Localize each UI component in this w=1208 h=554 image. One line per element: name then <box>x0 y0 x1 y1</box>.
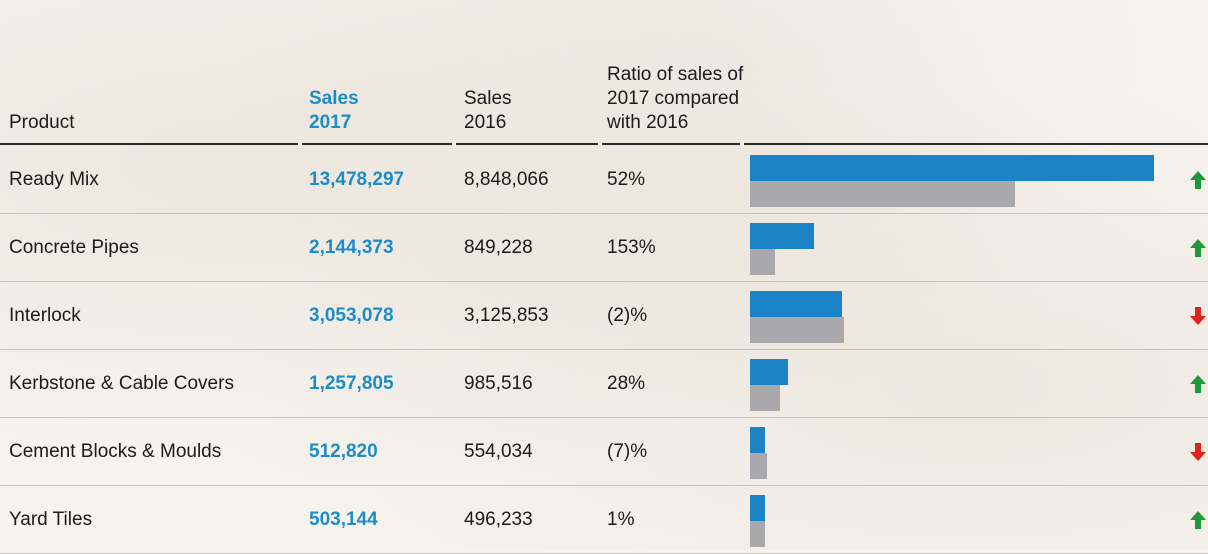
product-name: Kerbstone & Cable Covers <box>9 373 234 394</box>
bar-sales-2016 <box>750 453 767 479</box>
bar-sales-2017 <box>750 223 814 249</box>
bar-sales-2016 <box>750 317 844 343</box>
arrow-down-icon <box>1190 443 1206 461</box>
bar-sales-2017 <box>750 427 765 453</box>
arrow-up-icon <box>1190 375 1206 393</box>
sales-2017-value: 1,257,805 <box>309 373 394 394</box>
row-divider <box>0 485 1208 486</box>
table-row: Yard Tiles 503,144 496,233 1% <box>0 486 1208 554</box>
row-divider <box>0 213 1208 214</box>
product-name: Concrete Pipes <box>9 237 139 258</box>
sales-2017-value: 3,053,078 <box>309 305 394 326</box>
sales-2017-value: 512,820 <box>309 441 378 462</box>
sales-2017-value: 503,144 <box>309 509 378 530</box>
bar-sales-2017 <box>750 291 842 317</box>
ratio-value: (2)% <box>607 305 648 326</box>
sales-2016-value: 496,233 <box>464 509 533 530</box>
ratio-value: 52% <box>607 169 646 190</box>
sales-2016-value: 8,848,066 <box>464 169 549 190</box>
header-ratio: Ratio of sales of 2017 compared with 201… <box>607 64 744 133</box>
bar-sales-2016 <box>750 385 780 411</box>
header-product: Product <box>9 112 75 133</box>
product-name: Yard Tiles <box>9 509 93 530</box>
header-sales-2016: Sales 2016 <box>464 88 512 133</box>
arrow-up-icon <box>1190 171 1206 189</box>
ratio-value: 1% <box>607 509 635 530</box>
sales-2016-value: 3,125,853 <box>464 305 549 326</box>
arrow-up-icon <box>1190 239 1206 257</box>
sales-2016-value: 849,228 <box>464 237 533 258</box>
sales-2017-value: 13,478,297 <box>309 169 405 190</box>
header-divider-gap <box>298 142 302 146</box>
bar-sales-2017 <box>750 359 788 385</box>
product-name: Ready Mix <box>9 169 99 190</box>
table-header: Product Sales 2017 Sales 2016 Ratio of s… <box>0 0 1208 143</box>
bar-sales-2016 <box>750 249 775 275</box>
product-name: Cement Blocks & Moulds <box>9 441 222 462</box>
bar-sales-2017 <box>750 155 1154 181</box>
header-divider <box>0 143 1208 145</box>
bar-sales-2016 <box>750 521 765 547</box>
product-name: Interlock <box>9 305 81 326</box>
header-divider-gap <box>452 142 456 146</box>
header-divider-gap <box>598 142 602 146</box>
ratio-value: 153% <box>607 237 656 258</box>
table-row: Kerbstone & Cable Covers 1,257,805 985,516… <box>0 350 1208 418</box>
table-row: Concrete Pipes 2,144,373 849,228 153% <box>0 214 1208 282</box>
ratio-value: 28% <box>607 373 646 394</box>
table-row: Ready Mix 13,478,297 8,848,066 52% <box>0 146 1208 214</box>
table-row: Cement Blocks & Moulds 512,820 554,034 (7)% <box>0 418 1208 486</box>
row-divider <box>0 417 1208 418</box>
ratio-value: (7)% <box>607 441 648 462</box>
sales-2017-value: 2,144,373 <box>309 237 394 258</box>
sales-2016-value: 554,034 <box>464 441 533 462</box>
arrow-up-icon <box>1190 511 1206 529</box>
bar-sales-2016 <box>750 181 1015 207</box>
header-sales-2017: Sales 2017 <box>309 88 359 133</box>
row-divider <box>0 349 1208 350</box>
table-row: Interlock 3,053,078 3,125,853 (2)% <box>0 282 1208 350</box>
row-divider <box>0 281 1208 282</box>
bar-sales-2017 <box>750 495 765 521</box>
header-divider-gap <box>740 142 744 146</box>
sales-2016-value: 985,516 <box>464 373 533 394</box>
arrow-down-icon <box>1190 307 1206 325</box>
